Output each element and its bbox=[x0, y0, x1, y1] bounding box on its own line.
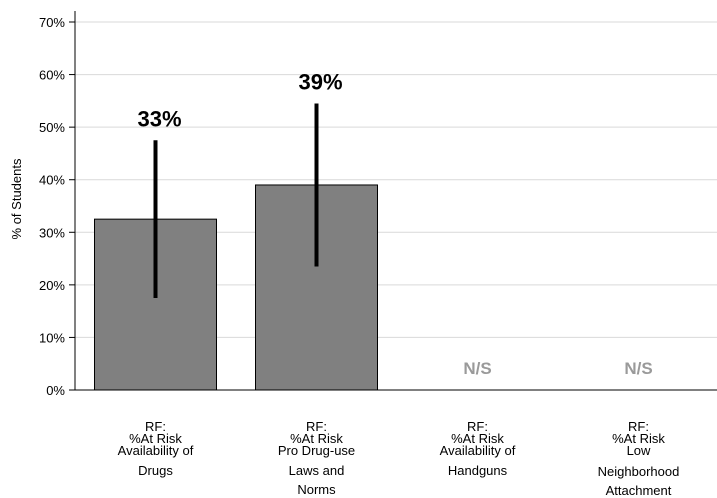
x-category-label-line: Low bbox=[627, 443, 651, 458]
x-category-label-line: %At Risk bbox=[129, 431, 182, 446]
value-label: 33% bbox=[137, 106, 181, 131]
y-tick-labels: 0% 10% 20% 30% 40% 50% 60% 70% bbox=[39, 15, 75, 398]
x-category-label: RF: %At Risk Pro Drug-use Laws and Norms bbox=[278, 419, 355, 497]
y-tick-label: 10% bbox=[39, 330, 65, 345]
error-bars bbox=[153, 103, 319, 298]
x-category-label-line: Availability of bbox=[118, 443, 194, 458]
x-category-label: RF: %At Risk Availability of Handguns bbox=[440, 419, 516, 478]
y-tick-label: 30% bbox=[39, 225, 65, 240]
value-label: 39% bbox=[298, 69, 342, 94]
y-axis-label: % of Students bbox=[9, 158, 24, 239]
x-category-label-line: Handguns bbox=[448, 463, 508, 478]
x-category-label-line: Availability of bbox=[440, 443, 516, 458]
y-tick-label: 0% bbox=[46, 383, 65, 398]
x-category-label-line: RF: bbox=[467, 419, 488, 434]
y-tick-label: 40% bbox=[39, 173, 65, 188]
ns-label: N/S bbox=[624, 359, 652, 378]
x-category-label-line: Norms bbox=[297, 482, 336, 497]
y-tick-label: 60% bbox=[39, 68, 65, 83]
x-category-label: RF: %At Risk Low Neighborhood Attachment bbox=[598, 419, 680, 498]
x-category-label-line: Drugs bbox=[138, 463, 173, 478]
x-category-label-line: RF: bbox=[306, 419, 327, 434]
y-tick-label: 70% bbox=[39, 15, 65, 30]
x-category-label: RF: %At Risk Availability of Drugs bbox=[118, 419, 194, 478]
value-labels: 33% 39% N/S N/S bbox=[137, 69, 652, 378]
y-tick-label: 20% bbox=[39, 278, 65, 293]
bars bbox=[94, 184, 378, 391]
x-category-label-line: RF: bbox=[628, 419, 649, 434]
x-category-label-line: Pro Drug-use bbox=[278, 443, 355, 458]
x-category-label-line: Attachment bbox=[606, 483, 672, 498]
x-category-label-line: %At Risk bbox=[451, 431, 504, 446]
y-tick-label: 50% bbox=[39, 120, 65, 135]
x-category-label-line: Laws and bbox=[289, 463, 345, 478]
x-category-label-line: RF: bbox=[145, 419, 166, 434]
x-category-label-line: %At Risk bbox=[612, 431, 665, 446]
x-category-label-line: Neighborhood bbox=[598, 464, 680, 479]
x-category-label-line: %At Risk bbox=[290, 431, 343, 446]
ns-label: N/S bbox=[463, 359, 491, 378]
